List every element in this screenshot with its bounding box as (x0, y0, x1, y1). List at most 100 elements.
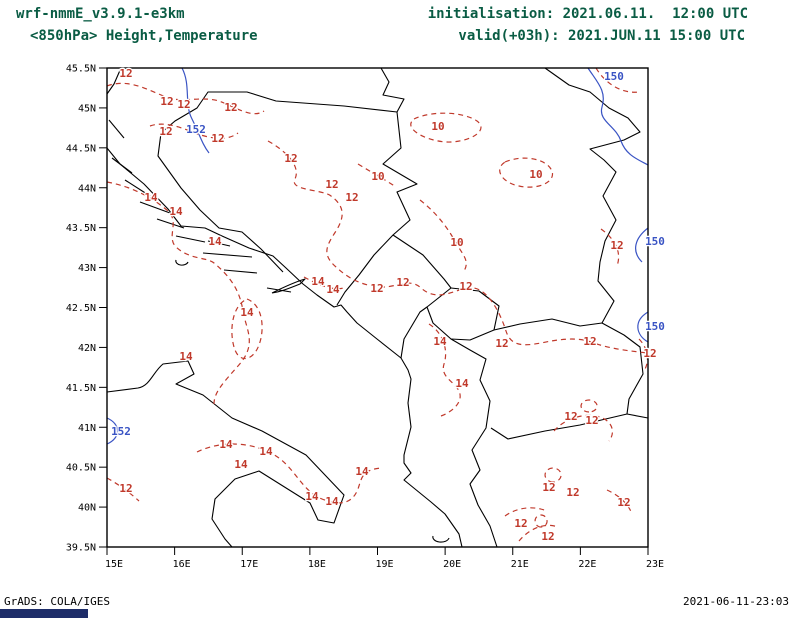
lat-tick-label: 39.5N (66, 543, 96, 554)
temp-contour-12 (606, 489, 633, 515)
temp-contour-12 (600, 228, 620, 267)
height-contour-152 (106, 417, 119, 445)
border-slovenia-croatia (106, 67, 122, 95)
lon-tick-label: 22E (578, 559, 596, 570)
lat-tick-label: 44N (78, 183, 96, 194)
lat-tick-label: 45.5N (66, 64, 96, 75)
height-label: 152 (111, 425, 131, 438)
temp-contour-10 (357, 163, 397, 188)
temperature-label: 12 (583, 335, 596, 348)
lat-tick-label: 41.5N (66, 383, 96, 394)
lon-tick-label: 21E (511, 559, 529, 570)
island-kornati (156, 218, 185, 229)
temperature-label: 12 (495, 337, 508, 350)
temp-contour-12-closed (534, 514, 548, 528)
lat-tick-label: 42N (78, 343, 96, 354)
temp-contour-14 (196, 443, 382, 504)
temperature-label: 12 (564, 410, 577, 423)
lon-tick-label: 15E (105, 559, 123, 570)
lat-tick-label: 43.5N (66, 223, 96, 234)
axis-ticks: 45.5N 45N 44.5N 44N 43.5N 43N 42.5N 42N 41.5N 41N… (66, 64, 664, 571)
lat-tick-label: 44.5N (66, 143, 96, 154)
border-kosovo (450, 287, 500, 341)
temperature-label: 12 (643, 347, 656, 360)
temperature-label: 14 (208, 235, 222, 248)
temperature-label: 10 (529, 168, 542, 181)
peljesac-peninsula (271, 278, 306, 294)
coastline-italy (106, 360, 345, 548)
border-danube-croatia-serbia (380, 67, 405, 113)
lat-tick-label: 40N (78, 503, 96, 514)
island-vis (175, 259, 189, 266)
window-edge-fragment (0, 609, 88, 618)
temperature-label: 14 (311, 275, 325, 288)
temperature-label: 14 (355, 465, 369, 478)
temperature-label: 12 (119, 67, 132, 80)
lon-tick-label: 19E (375, 559, 393, 570)
border-montenegro-albania (400, 306, 428, 359)
height-contour-150 (635, 227, 649, 263)
height-contour-150 (637, 311, 649, 343)
temp-contour-12 (106, 477, 140, 502)
temp-contour-12 (553, 414, 613, 442)
temp-contour-12 (638, 338, 649, 372)
lat-tick-label: 42.5N (66, 303, 96, 314)
height-label: 152 (186, 123, 206, 136)
lon-tick-label: 17E (240, 559, 258, 570)
temperature-label: 10 (431, 120, 444, 133)
temp-contour-12-closed (544, 467, 562, 483)
temp-contour-14 (106, 181, 250, 405)
temp-contour-14 (428, 323, 461, 417)
temperature-label: 12 (211, 132, 224, 145)
border-bosnia-montenegro (336, 234, 394, 306)
height-label: 150 (604, 70, 624, 83)
temperature-label: 12 (514, 517, 527, 530)
height-label: 150 (645, 320, 665, 333)
temp-contour-12 (595, 67, 640, 93)
temperature-label: 14 (305, 490, 319, 503)
temperature-label: 12 (345, 191, 358, 204)
temp-contour-12-closed (580, 399, 598, 413)
temperature-label: 12 (396, 276, 409, 289)
temperature-label: 12 (325, 178, 338, 191)
height-contour-152 (181, 67, 210, 154)
island-hvar (202, 252, 253, 258)
border-macedonia-greece (490, 413, 628, 440)
island-korcula (223, 269, 258, 274)
temperature-label: 14 (144, 191, 158, 204)
lon-tick-label: 18E (308, 559, 326, 570)
temp-contour-10 (419, 199, 467, 272)
island-corfu (432, 535, 450, 543)
lat-tick-label: 43N (78, 263, 96, 274)
temp-contour-12-long (267, 140, 649, 354)
border-sava-una-croatia-bosnia (157, 91, 398, 273)
lon-tick-label: 23E (646, 559, 664, 570)
temperature-contours (106, 67, 649, 542)
temperature-label: 12 (370, 282, 383, 295)
height-contour-150 (587, 67, 649, 166)
coastline-adriatic-east (106, 147, 463, 548)
island-dugi-otok (139, 201, 171, 214)
island-rab (108, 119, 125, 139)
border-drina-and-south-chain (382, 111, 498, 548)
lat-tick-label: 41N (78, 423, 96, 434)
temp-contour-12 (518, 524, 559, 542)
lon-tick-label: 16E (173, 559, 191, 570)
height-contours (106, 67, 649, 445)
model-title: wrf-nmmE_v3.9.1-e3km (16, 6, 185, 22)
island-brac (207, 240, 231, 247)
temperature-label: 10 (450, 236, 463, 249)
island-solta (175, 235, 206, 243)
field-title: <850hPa> Height,Temperature (30, 28, 258, 44)
temp-contour-12 (504, 507, 548, 517)
temp-contour-10-closed (410, 112, 482, 143)
temperature-label: 12 (224, 101, 237, 114)
island-group-zadar (124, 179, 151, 197)
temperature-label: 14 (455, 377, 469, 390)
temperature-label: 12 (542, 481, 555, 494)
temperature-label: 12 (617, 496, 630, 509)
map-frame (106, 67, 649, 548)
temperature-label: 12 (541, 530, 554, 543)
